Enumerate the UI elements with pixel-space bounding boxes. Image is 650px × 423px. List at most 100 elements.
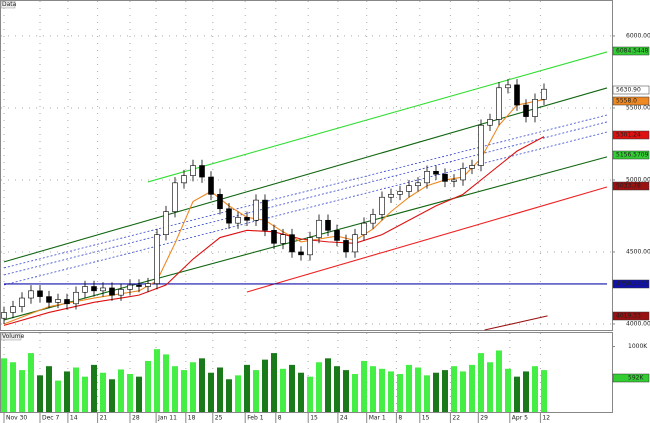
volume-bar — [343, 370, 349, 412]
candle-body — [37, 290, 43, 297]
price-flag — [612, 279, 650, 289]
volume-bar — [523, 371, 529, 412]
candle-body — [46, 296, 52, 303]
candle-body — [208, 176, 214, 195]
volume-bar — [244, 364, 250, 412]
volume-bar — [55, 380, 61, 412]
volume-bar — [199, 358, 205, 412]
candle-body — [532, 99, 538, 117]
candle-body — [433, 171, 439, 175]
trend-line — [147, 51, 608, 183]
price-flag-label: 5630.90 — [616, 87, 641, 94]
price-flag-label: 5033.78 — [616, 183, 641, 190]
volume-bar — [487, 362, 493, 412]
panel-title: Data — [2, 1, 17, 8]
volume-bar — [280, 368, 286, 412]
volume-bar — [316, 362, 322, 412]
price-panel — [0, 0, 613, 331]
price-flag-label: 5301.24 — [616, 132, 641, 139]
candle-body — [316, 219, 322, 238]
volume-bar — [298, 372, 304, 412]
candle-body — [82, 286, 88, 293]
candle-body — [154, 234, 160, 284]
candle-body — [541, 88, 547, 100]
price-flag — [612, 85, 650, 95]
volume-flag-label: 592K — [628, 375, 644, 382]
x-tick-label: 8 — [278, 415, 282, 422]
candle-body — [172, 182, 178, 212]
x-tick-label: 21 — [100, 415, 108, 422]
volume-bar — [478, 353, 484, 412]
volume-bar — [82, 376, 88, 412]
volume-bar — [541, 370, 547, 412]
y-tick-label: 4000.00 — [626, 320, 650, 327]
x-tick-label: Mar 1 — [369, 415, 386, 422]
volume-bar — [361, 360, 367, 412]
price-flag — [612, 150, 650, 160]
x-tick-label: 25 — [215, 415, 223, 422]
x-tick-label: Feb 1 — [247, 415, 264, 422]
volume-bar — [334, 366, 340, 412]
panel-tag — [0, 332, 22, 341]
trend-line — [3, 136, 545, 326]
candle-body — [325, 219, 331, 231]
candle-body — [280, 234, 286, 244]
price-flag-label: 4019.33 — [616, 313, 641, 320]
volume-bar — [118, 369, 124, 412]
volume-bar — [10, 362, 16, 412]
candle-body — [190, 165, 196, 176]
x-tick-label: 15 — [310, 415, 318, 422]
candle-body — [235, 217, 241, 224]
y-tick-label: 5000.00 — [626, 176, 650, 183]
volume-bar — [442, 370, 448, 412]
candle-body — [487, 119, 493, 126]
volume-bar — [325, 358, 331, 412]
candle-body — [55, 299, 61, 303]
trend-line — [484, 315, 548, 331]
volume-bar — [253, 370, 259, 412]
price-flag-label: 5558.0 — [616, 98, 637, 105]
volume-bar — [28, 353, 34, 412]
volume-bar — [136, 376, 142, 412]
volume-bar — [235, 375, 241, 412]
candle-body — [334, 230, 340, 241]
volume-bar — [406, 364, 412, 412]
candle-body — [514, 84, 520, 106]
candle-body — [145, 283, 151, 287]
candle-body — [388, 194, 394, 198]
volume-bar — [469, 364, 475, 412]
candle-body — [397, 191, 403, 195]
volume-bar — [532, 366, 538, 412]
y-tick-label: 4500.00 — [626, 248, 650, 255]
price-flag — [612, 181, 650, 191]
candle-body — [10, 306, 16, 313]
candle-body — [136, 284, 142, 287]
candle-body — [118, 289, 124, 296]
candle-body — [451, 179, 457, 182]
x-tick-label: Nov 30 — [6, 415, 27, 422]
candle-body — [64, 299, 70, 305]
price-flag — [612, 311, 650, 321]
y-tick-label: 1000K — [628, 343, 648, 350]
candle-body — [442, 173, 448, 182]
candle-body — [73, 291, 79, 305]
candle-body — [271, 230, 277, 244]
x-tick-label: Dec 7 — [42, 415, 60, 422]
candle-body — [478, 124, 484, 166]
volume-bar — [451, 366, 457, 412]
candle-body — [415, 182, 421, 187]
volume-bar — [397, 374, 403, 412]
price-flag — [612, 96, 650, 106]
volume-flag — [612, 373, 650, 383]
candle-body — [163, 211, 169, 235]
volume-bar — [1, 358, 7, 412]
candle-body — [127, 284, 133, 290]
volume-bar — [37, 375, 43, 412]
volume-bar — [19, 370, 25, 412]
volume-bar — [388, 371, 394, 412]
candle-body — [352, 234, 358, 253]
price-flag-label: 4750.4466 — [616, 281, 649, 288]
volume-bar — [307, 376, 313, 412]
volume-bar — [460, 371, 466, 412]
volume-bar — [217, 367, 223, 412]
